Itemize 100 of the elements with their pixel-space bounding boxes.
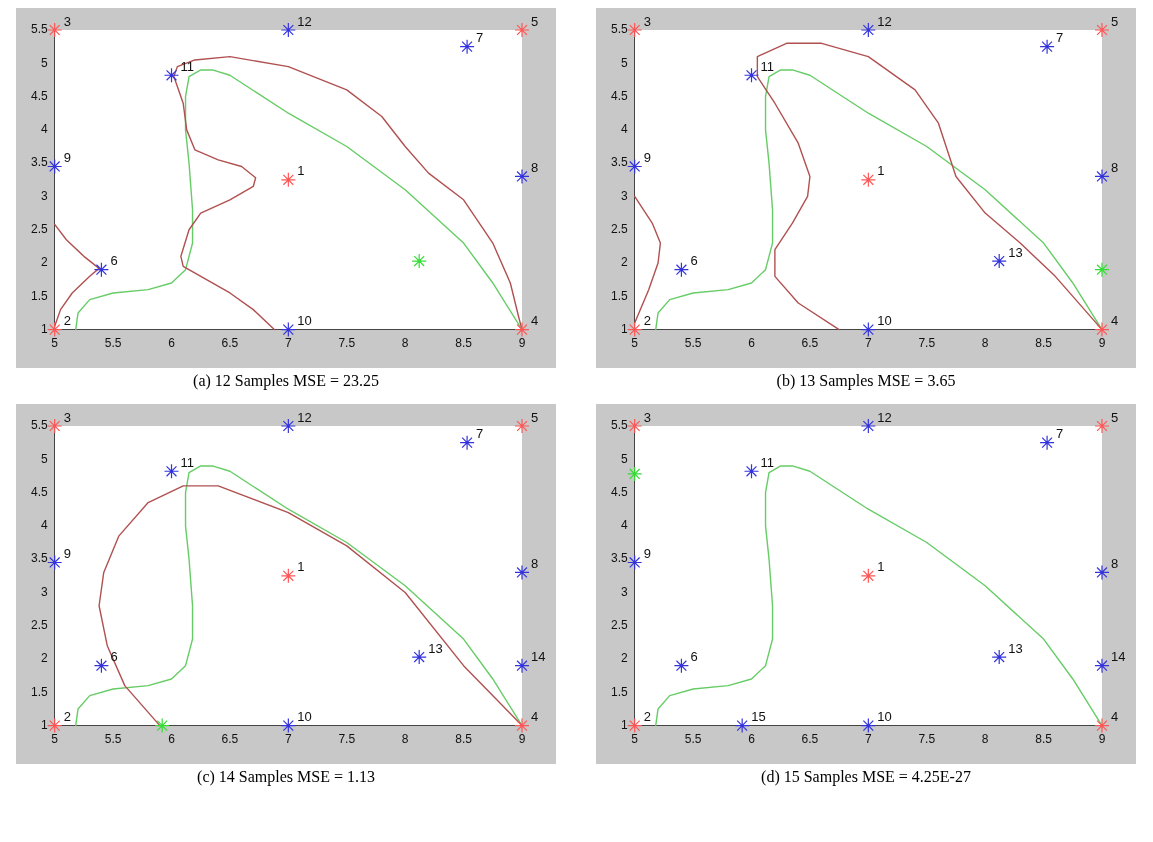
- y-tick-label: 4.5: [30, 88, 48, 103]
- point: [991, 649, 1007, 665]
- annotation: 13: [1008, 244, 1023, 260]
- point: [280, 22, 296, 38]
- y-tick-label: 1.5: [610, 288, 628, 303]
- y-tick-label: 3: [40, 584, 48, 599]
- x-tick-label: 6: [748, 336, 756, 351]
- point: [1094, 564, 1110, 581]
- point: [1039, 435, 1055, 451]
- x-tick-label: 7: [285, 336, 292, 351]
- point: [1094, 22, 1110, 38]
- point: [47, 322, 63, 338]
- x-tick-label: 8.5: [1035, 336, 1053, 351]
- point: [627, 554, 643, 571]
- annotation: 9: [63, 150, 71, 166]
- y-tick-label: 2.5: [30, 618, 48, 633]
- y-tick-label: 4: [620, 122, 628, 137]
- x-tick-label: 8.5: [1035, 732, 1053, 747]
- y-tick-label: 5.5: [610, 22, 628, 37]
- x-tick-label: 6: [748, 732, 756, 747]
- annotation: 2: [643, 709, 651, 725]
- point: [514, 564, 530, 581]
- point: [514, 418, 530, 434]
- point: [93, 658, 110, 674]
- annotation: 13: [428, 640, 443, 656]
- point: [860, 418, 876, 434]
- point: [627, 22, 643, 38]
- y-tick-label: 3: [620, 188, 628, 203]
- x-tick-label: 8.5: [455, 336, 473, 351]
- point: [459, 435, 475, 451]
- point: [163, 67, 180, 83]
- point: [280, 718, 296, 734]
- point: [734, 718, 750, 734]
- point: [1094, 262, 1110, 278]
- point: [47, 22, 63, 38]
- point: [514, 658, 530, 674]
- x-tick-label: 7.5: [338, 732, 356, 747]
- point: [514, 718, 530, 734]
- point: [627, 466, 643, 482]
- point: [1094, 322, 1110, 338]
- x-tick-label: 5.5: [104, 336, 122, 351]
- annotation: 4: [531, 313, 539, 329]
- x-tick-label: 6: [168, 336, 176, 351]
- annotation: 8: [1111, 160, 1119, 176]
- point: [280, 568, 296, 584]
- x-tick-label: 5: [51, 336, 59, 351]
- y-tick-label: 4.5: [610, 484, 628, 499]
- annotation: 10: [877, 709, 892, 725]
- point: [627, 322, 643, 338]
- point: [459, 39, 475, 55]
- y-tick-label: 4.5: [610, 88, 628, 103]
- annotation: 7: [1056, 426, 1064, 442]
- x-tick-label: 6.5: [221, 336, 239, 351]
- annotation: 5: [531, 409, 539, 425]
- point: [163, 463, 180, 479]
- annotation: 4: [1111, 709, 1119, 725]
- y-tick-label: 5.5: [610, 418, 628, 433]
- point: [280, 418, 296, 434]
- annotation: 1: [297, 559, 305, 575]
- point: [411, 253, 427, 269]
- annotation: 3: [643, 409, 651, 425]
- annotation: 9: [643, 546, 651, 562]
- x-tick-label: 5.5: [684, 732, 702, 747]
- point: [860, 568, 876, 584]
- x-tick-label: 9: [1098, 732, 1106, 747]
- point: [514, 322, 530, 338]
- y-tick-label: 1: [40, 717, 48, 732]
- y-tick-label: 3: [620, 584, 628, 599]
- point: [411, 649, 427, 665]
- point: [860, 22, 876, 38]
- y-tick-label: 2: [620, 255, 628, 270]
- y-tick-label: 5: [620, 55, 628, 70]
- point: [627, 158, 643, 175]
- x-tick-label: 8: [981, 336, 989, 351]
- point: [860, 322, 876, 338]
- x-tick-label: 5.5: [104, 732, 122, 747]
- annotation: 4: [1111, 313, 1119, 329]
- y-tick-label: 1.5: [30, 684, 48, 699]
- point: [47, 418, 63, 434]
- x-tick-label: 7: [285, 732, 292, 747]
- x-tick-label: 7.5: [918, 336, 936, 351]
- annotation: 5: [531, 13, 539, 29]
- annotation: 9: [643, 150, 651, 166]
- y-tick-label: 5: [620, 451, 628, 466]
- annotation: 1: [297, 163, 305, 179]
- text: (d) 15 Samples MSE = 4.25E-27: [761, 768, 971, 786]
- y-tick-label: 2: [40, 651, 48, 666]
- annotation: 10: [877, 313, 892, 329]
- annotation: 11: [180, 58, 195, 74]
- annotation: 10: [297, 709, 312, 725]
- x-tick-label: 9: [518, 336, 526, 351]
- y-tick-label: 1: [40, 321, 48, 336]
- annotation: 12: [877, 13, 892, 29]
- y-tick-label: 4: [40, 518, 48, 533]
- x-tick-label: 5: [51, 732, 59, 747]
- point: [514, 22, 530, 38]
- annotation: 11: [760, 454, 775, 470]
- point: [1094, 658, 1110, 674]
- y-tick-label: 4: [620, 518, 628, 533]
- y-tick-label: 3.5: [610, 155, 628, 170]
